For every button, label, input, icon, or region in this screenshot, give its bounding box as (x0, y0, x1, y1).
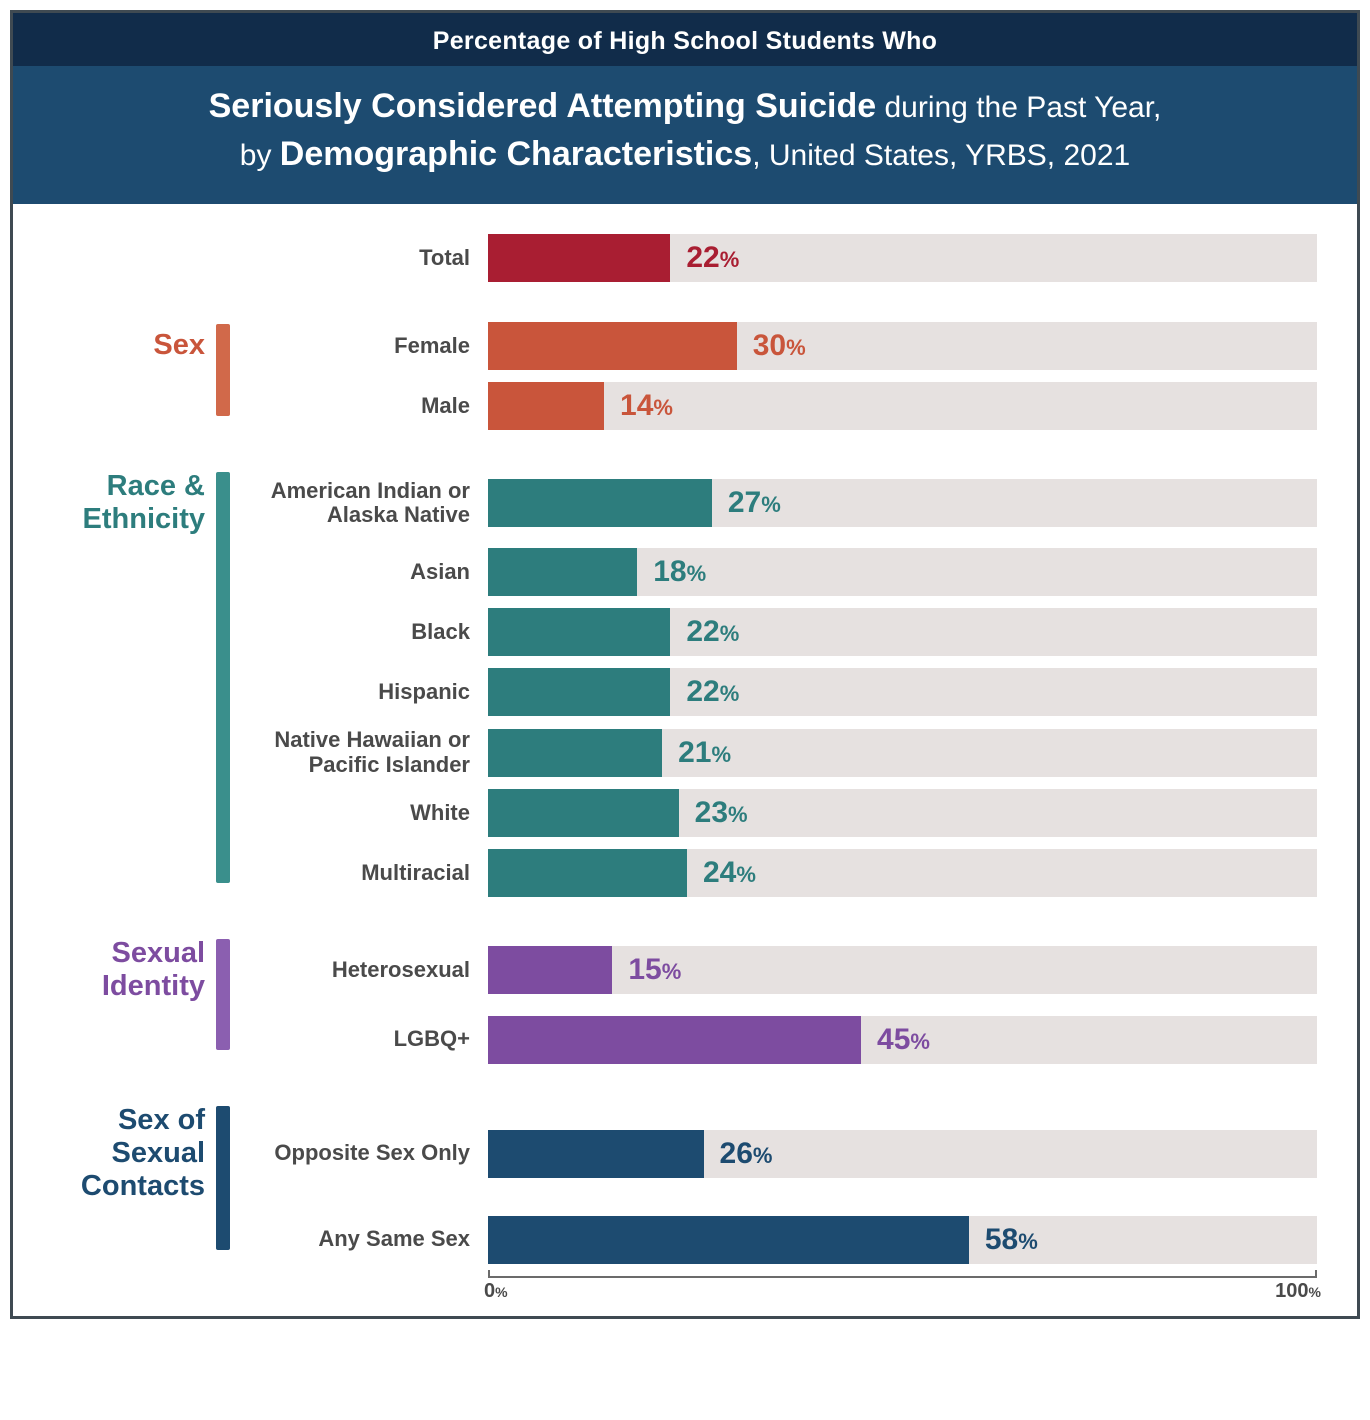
category-col: SexualIdentity (38, 937, 213, 1004)
bar-track: 58% (488, 1216, 1317, 1264)
category-col: Race &Ethnicity (38, 470, 213, 537)
item-label: Any Same Sex (233, 1227, 488, 1251)
group-sex-of-sexual-contacts: Sex ofSexualContacts Opposite Sex Only 26%… (38, 1104, 1317, 1264)
item-label: LGBQ+ (233, 1027, 488, 1051)
item-label: Heterosexual (233, 958, 488, 982)
bar-value: 58% (985, 1223, 1038, 1257)
bar-track: 24% (488, 849, 1317, 897)
category-col: Sex ofSexualContacts (38, 1104, 213, 1204)
bar-value: 21% (678, 736, 731, 770)
item-label: Opposite Sex Only (233, 1141, 488, 1165)
bar-value: 18% (653, 555, 706, 589)
group-race-ethnicity: Race &Ethnicity American Indian orAlaska … (38, 470, 1317, 897)
chart-container: Percentage of High School Students Who S… (10, 10, 1360, 1319)
header-pretitle: Percentage of High School Students Who (13, 13, 1357, 66)
bar-fill (488, 382, 604, 430)
bar-fill (488, 849, 687, 897)
bar-value: 15% (628, 953, 681, 987)
bar-fill (488, 946, 612, 994)
item-label: Hispanic (233, 680, 488, 704)
bar-value: 22% (686, 615, 739, 649)
bar-track: 22% (488, 608, 1317, 656)
bar-fill (488, 234, 670, 282)
bar-value: 22% (686, 675, 739, 709)
group-spacer (38, 294, 1317, 322)
item-label: Black (233, 620, 488, 644)
subtitle-post: , United States, YRBS, 2021 (752, 139, 1130, 172)
bar-value: 22% (686, 241, 739, 275)
group-sex: Sex Female 30% Male 14% (38, 322, 1317, 430)
group-total: Total 22% (38, 234, 1317, 282)
bar-value: 26% (720, 1137, 773, 1171)
item-label: Native Hawaiian orPacific Islander (233, 728, 488, 776)
item-label: Female (233, 334, 488, 358)
x-axis: 0%100% (38, 1276, 1317, 1306)
bar-track: 30% (488, 322, 1317, 370)
item-label: Total (233, 246, 488, 270)
item-label: American Indian orAlaska Native (233, 479, 488, 527)
category-vbar (216, 472, 230, 883)
bar-fill (488, 1216, 969, 1264)
bar-fill (488, 789, 679, 837)
category-col: Sex (38, 329, 213, 362)
group-spacer (38, 442, 1317, 470)
bar-fill (488, 608, 670, 656)
bar-row: Total 22% (38, 234, 1317, 282)
bar-track: 21% (488, 729, 1317, 777)
bar-track: 26% (488, 1130, 1317, 1178)
bar-track: 18% (488, 548, 1317, 596)
bar-value: 14% (620, 389, 673, 423)
title-bold: Seriously Considered Attempting Suicide (209, 87, 877, 125)
bar-value: 27% (728, 486, 781, 520)
category-vbar (216, 1106, 230, 1250)
bar-track: 14% (488, 382, 1317, 430)
bar-fill (488, 1016, 861, 1064)
bar-value: 30% (753, 329, 806, 363)
item-label: Male (233, 394, 488, 418)
header-title: Seriously Considered Attempting Suicide … (13, 66, 1357, 204)
subtitle-pre: by (240, 139, 280, 172)
bar-fill (488, 668, 670, 716)
category-label: Race &Ethnicity (38, 470, 213, 537)
axis-tick-0 (488, 1270, 490, 1278)
title-light: during the Past Year, (876, 91, 1161, 124)
bar-track: 27% (488, 479, 1317, 527)
group-sexual-identity: SexualIdentity Heterosexual 15% LGBQ+ 45% (38, 937, 1317, 1064)
bar-value: 23% (695, 796, 748, 830)
bar-fill (488, 729, 662, 777)
category-label: SexualIdentity (38, 937, 213, 1004)
axis-label-100: 100% (1275, 1280, 1321, 1303)
bar-track: 22% (488, 234, 1317, 282)
bar-track: 23% (488, 789, 1317, 837)
item-label: White (233, 801, 488, 825)
bar-fill (488, 1130, 704, 1178)
bar-fill (488, 322, 737, 370)
category-vbar (216, 324, 230, 416)
category-label: Sex (38, 329, 213, 362)
bar-fill (488, 479, 712, 527)
bar-value: 45% (877, 1023, 930, 1057)
bar-fill (488, 548, 637, 596)
item-label: Asian (233, 560, 488, 584)
bar-track: 22% (488, 668, 1317, 716)
subtitle-bold: Demographic Characteristics (280, 135, 752, 173)
axis-line: 0%100% (488, 1276, 1317, 1306)
group-spacer (38, 1076, 1317, 1104)
category-vbar (216, 939, 230, 1050)
axis-label-0: 0% (484, 1280, 508, 1303)
item-label: Multiracial (233, 861, 488, 885)
chart-body: Total 22% Sex Female 30% Male 14% Race &Ethnici… (13, 204, 1357, 1316)
axis-tick-100 (1315, 1270, 1317, 1278)
bar-track: 45% (488, 1016, 1317, 1064)
bar-value: 24% (703, 856, 756, 890)
axis-spacer (38, 1276, 488, 1306)
category-label: Sex ofSexualContacts (38, 1104, 213, 1204)
group-spacer (38, 909, 1317, 937)
bar-track: 15% (488, 946, 1317, 994)
